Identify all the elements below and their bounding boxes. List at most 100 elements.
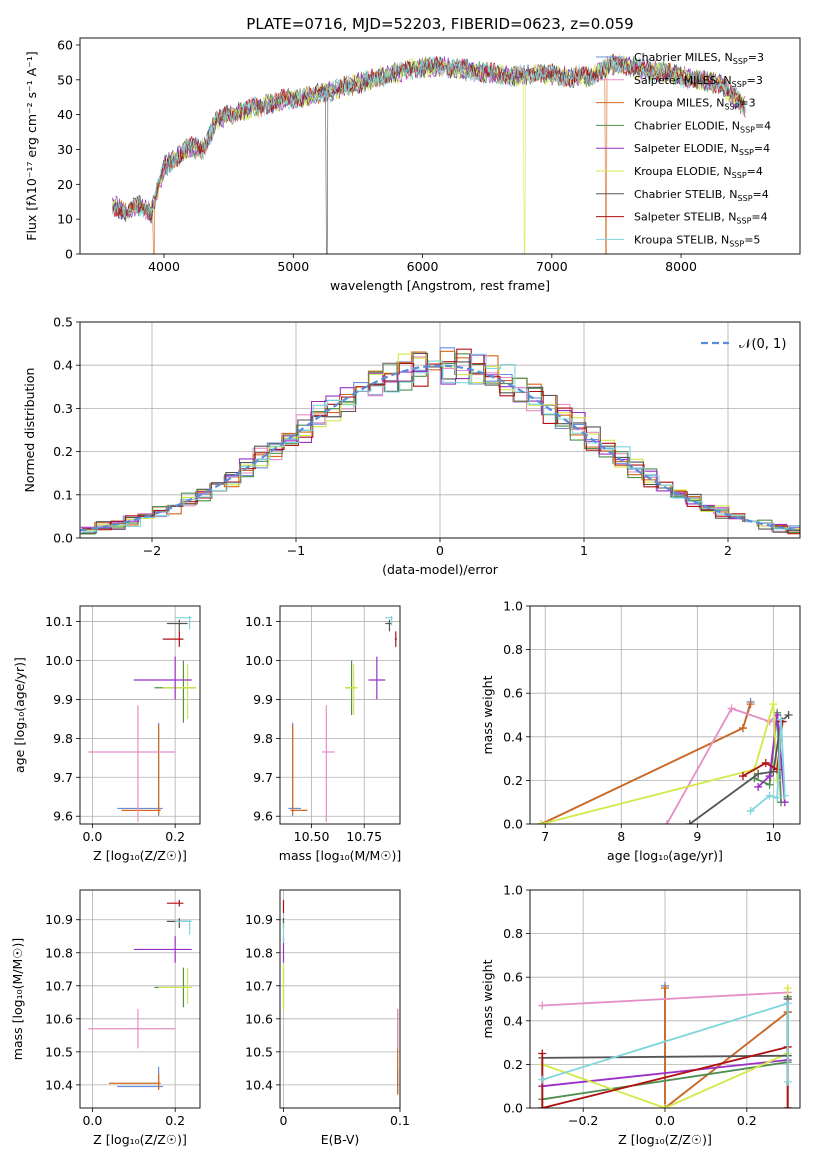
weight-line-kroupa-miles: [661, 984, 792, 1108]
residuals-ylabel: Normed distribution: [22, 368, 37, 493]
weight-marker: [776, 715, 785, 724]
spectrum-ytick-label: 60: [57, 37, 73, 52]
weight-marker: [538, 1075, 547, 1084]
age_vs_Z-xlabel: Z [log₁₀(Z/Z☉)]: [93, 848, 187, 863]
weight-line-chabrier-miles: [661, 981, 792, 1108]
errorbar-kroupa-miles: [121, 724, 161, 815]
mass_weight_vs_age-ytick-label: 0.0: [503, 817, 523, 832]
residuals-xtick-label: −2: [143, 543, 161, 558]
mass_vs_Z-panel: 0.0 0.2 10.4 10.5 10.6 10.7 10.8 10.9 Z [log₁₀(Z…: [10, 889, 201, 1147]
mass_weight_vs_age-panel: 7 8 9 10 0.0 0.2 0.4 0.6 0.8 1.0 age [log₁₀(age/yr…: [480, 599, 801, 863]
mass_weight_vs_age-xlabel: age [log₁₀(age/yr)]: [607, 848, 723, 863]
legend-label: Salpeter ELODIE, NSSP=4: [634, 142, 770, 157]
mass_vs_Z-ytick-label: 10.8: [45, 945, 73, 960]
spectrum-legend: Chabrier MILES, NSSP=3 Salpeter MILES, NS…: [596, 51, 771, 248]
mass_vs_EBV-ytick-label: 10.9: [245, 912, 273, 927]
weight-path: [541, 703, 779, 824]
legend-label: Chabrier STELIB, NSSP=4: [634, 188, 769, 203]
errorbar-kroupa-elodie: [345, 664, 358, 715]
mass_vs_EBV-plot-area: [282, 899, 399, 1095]
mass_vs_EBV-xlabel: E(B-V): [321, 1132, 360, 1147]
age_vs_mass-xtick-label: 10.50: [294, 829, 330, 844]
age_vs_Z-ylabel: age [log₁₀(age/yr)]: [12, 657, 27, 773]
spectrum-ytick-label: 0: [65, 247, 73, 262]
spectrum-xtick-label: 5000: [277, 259, 309, 274]
mass_weight_vs_age-frame: [529, 605, 801, 825]
mass_weight_vs_Z-frame: [529, 889, 801, 1109]
mass_vs_EBV-ytick-label: 10.5: [245, 1044, 273, 1059]
residuals-xtick-label: −1: [287, 543, 305, 558]
mass_weight_vs_age-xtick-label: 7: [541, 829, 549, 844]
weight-line-salpeter-miles: [662, 704, 782, 824]
errorbar-chabrier-stelib: [166, 619, 188, 632]
errorbar-kroupa-elodie: [162, 664, 196, 719]
age_vs_mass-plot-area: [288, 615, 397, 823]
residuals-xtick-label: 1: [580, 543, 588, 558]
legend-label: Chabrier MILES, NSSP=3: [634, 51, 764, 66]
weight-marker: [773, 793, 782, 802]
age_vs_mass-ytick-label: 10.1: [245, 614, 273, 629]
weight-marker: [661, 984, 669, 993]
residuals-ytick-label: 0.0: [53, 531, 73, 546]
weight-marker: [780, 791, 789, 800]
age_vs_Z-ytick-label: 9.6: [53, 809, 73, 824]
spectrum-line-salpeter-stelib: [112, 53, 746, 222]
mass_weight_vs_age-xtick-label: 9: [693, 829, 701, 844]
mass_vs_Z-xtick-label: 0.2: [165, 1113, 185, 1128]
weight-marker: [773, 765, 782, 774]
weight-marker: [746, 700, 755, 709]
mass_vs_Z-ylabel: mass [log₁₀(M/M☉)]: [10, 938, 25, 1060]
residuals-plot-area: [80, 347, 800, 535]
weight-marker: [765, 780, 774, 789]
mass_weight_vs_age-ytick-label: 0.2: [503, 773, 523, 788]
age_vs_mass-panel: 10.50 10.75 9.6 9.7 9.8 9.9 10.0 10.1 mass [log₁…: [245, 605, 401, 863]
mass_weight_vs_age-ylabel: mass weight: [480, 675, 495, 754]
mass_weight_vs_Z-ytick-label: 0.2: [503, 1057, 523, 1072]
weight-path: [541, 701, 752, 824]
weight-path: [664, 988, 789, 1108]
legend-label: Chabrier ELODIE, NSSP=4: [634, 119, 771, 134]
age_vs_mass-ytick-label: 10.0: [245, 653, 273, 668]
weight-line-kroupa-stelib: [746, 715, 789, 815]
mass_weight_vs_age-ytick-label: 0.4: [503, 729, 523, 744]
weight-marker: [783, 1077, 792, 1086]
weight-marker: [685, 820, 694, 824]
weight-marker: [537, 820, 546, 824]
mass_weight_vs_age-xtick-label: 8: [617, 829, 625, 844]
spectrum-xtick-label: 4000: [148, 259, 180, 274]
spectrum-panel: 4000 5000 6000 7000 8000 0 10 20 30 40 50 60 wavelen…: [24, 37, 801, 293]
age_vs_mass-ytick-label: 9.7: [253, 770, 273, 785]
residuals-xtick-label: 2: [724, 543, 732, 558]
errorbar-chabrier-miles: [288, 722, 302, 817]
legend-label: 𝒩(0, 1): [739, 337, 786, 352]
weight-marker: [738, 724, 747, 733]
residuals-frame: [79, 321, 801, 539]
age_vs_mass-ytick-label: 9.8: [253, 731, 273, 746]
legend-label: Salpeter MILES, NSSP=3: [634, 74, 763, 89]
errorbar-salpeter-elodie: [133, 656, 192, 700]
spectrum-ytick-label: 40: [57, 107, 73, 122]
legend-label: Kroupa STELIB, NSSP=5: [634, 233, 760, 248]
age_vs_Z-frame: [79, 605, 201, 825]
figure-title: PLATE=0716, MJD=52203, FIBERID=0623, z=0…: [246, 15, 633, 33]
weight-path: [757, 714, 786, 803]
spectrum-ytick-label: 30: [57, 142, 73, 157]
residuals-ytick-label: 0.3: [53, 401, 73, 416]
spectrum-xlabel: wavelength [Angstrom, rest frame]: [330, 278, 550, 293]
spectrum-plot-area: [112, 53, 746, 254]
residuals-ytick-label: 0.5: [53, 315, 73, 330]
residuals-panel: −2 −1 0 1 2 0.0 0.1 0.2 0.3 0.4 0.5 (data-model)/er…: [22, 315, 801, 577]
weight-marker: [765, 791, 774, 800]
spectrum-ytick-label: 20: [57, 177, 73, 192]
age_vs_mass-frame: [279, 605, 401, 825]
mass_weight_vs_Z-plot-area: [538, 981, 792, 1108]
errorbar-salpeter-elodie: [368, 656, 386, 700]
errorbar-kroupa-elodie: [158, 967, 192, 1004]
errorbar-chabrier-stelib: [385, 619, 392, 632]
mass_weight_vs_age-ytick-label: 0.6: [503, 686, 523, 701]
errorbar-chabrier-miles: [117, 722, 163, 817]
mass_vs_EBV-panel: 0 0.1 10.4 10.5 10.6 10.7 10.8 10.9 E(B-V): [245, 889, 410, 1147]
spectrum-xtick-label: 8000: [665, 259, 697, 274]
residuals-ytick-label: 0.4: [53, 358, 73, 373]
weight-line-chabrier-miles: [537, 697, 755, 824]
